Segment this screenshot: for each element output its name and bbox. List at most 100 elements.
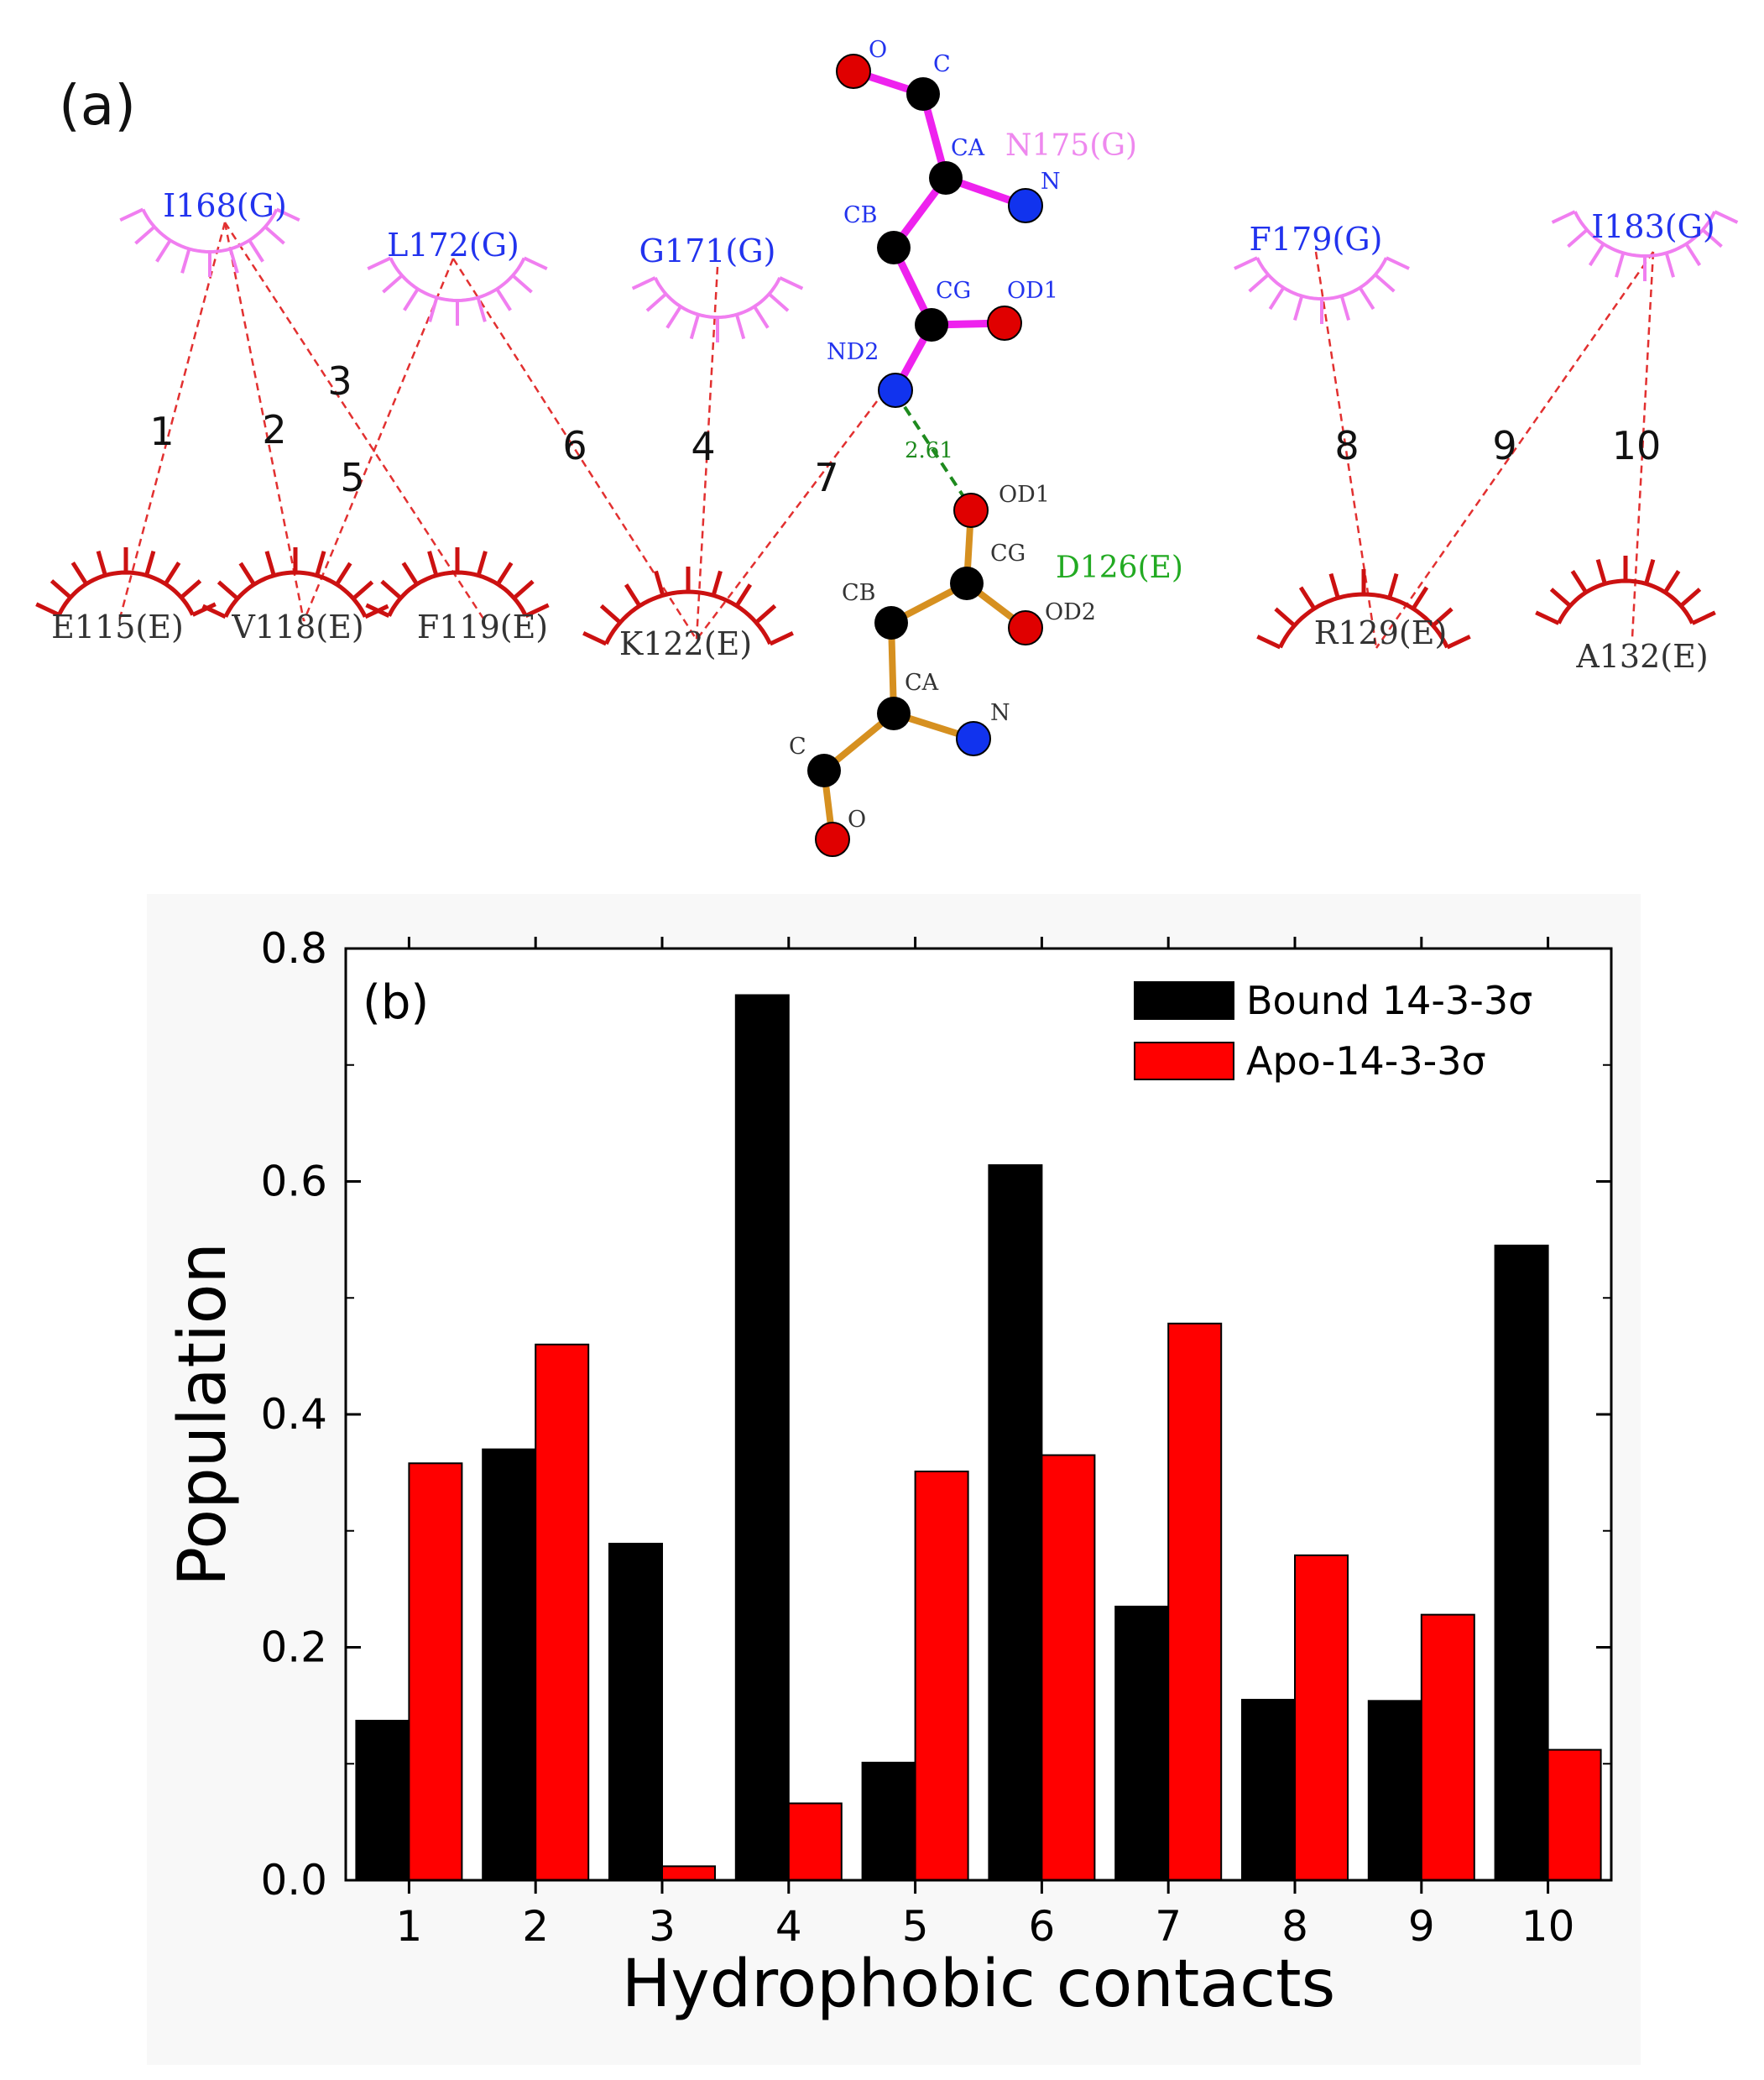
bar-bound-2 — [482, 1448, 537, 1881]
ligand-arc-f179 — [1234, 256, 1410, 324]
bar-bound-4 — [734, 994, 790, 1881]
y-tick-label-0.0: 0.0 — [260, 1856, 327, 1905]
bars — [355, 994, 1602, 1882]
residue-label-n175: N175(G) — [1005, 128, 1137, 163]
residue-n175: O C CA N CB CG OD1 ND2 N175(G) — [827, 37, 1137, 408]
atom-d126-c — [807, 754, 841, 787]
x-tick-label-5: 5 — [902, 1902, 929, 1951]
y-tick-label-0.2: 0.2 — [260, 1623, 327, 1672]
contact-number-2: 2 — [262, 407, 286, 452]
protein-arc-a132 — [1535, 556, 1716, 625]
ligand-arc-l172 — [367, 256, 548, 326]
y-tick-label-0.6: 0.6 — [260, 1158, 327, 1206]
ligand-arc-i183 — [1551, 210, 1739, 281]
atom-label-d126-o: O — [848, 807, 866, 833]
atom-n175-cg — [915, 308, 948, 342]
atom-label-n175-cg: CG — [936, 278, 971, 304]
bar-apo-7 — [1167, 1322, 1223, 1881]
contact-number-9: 9 — [1492, 423, 1516, 468]
contact-line-10 — [1631, 251, 1655, 639]
bar-bound-9 — [1367, 1700, 1422, 1881]
panel-b-bar-chart: 0.0 0.2 0.4 0.6 0.8 1 2 3 4 5 6 7 8 9 10 (b) Populati… — [147, 894, 1641, 2065]
bar-bound-7 — [1114, 1605, 1170, 1881]
hydrogen-bond — [894, 391, 973, 510]
contact-number-6: 6 — [562, 423, 587, 468]
atom-n175-n — [1008, 188, 1043, 223]
y-tick-label-0.4: 0.4 — [260, 1390, 327, 1439]
x-axis-ticks: 1 2 3 4 5 6 7 8 9 10 — [395, 937, 1574, 1951]
contact-line-8 — [1314, 251, 1378, 649]
atom-label-n175-cb: CB — [843, 202, 878, 228]
bar-apo-4 — [787, 1802, 843, 1882]
legend-swatch-bound — [1134, 981, 1234, 1020]
atom-n175-o — [836, 54, 871, 89]
legend-label-apo: Apo-14-3-3σ — [1246, 1038, 1486, 1084]
atom-d126-od2 — [1008, 610, 1043, 645]
residue-d126: OD1 CG OD2 CB CA N C O D126(E) — [789, 482, 1183, 857]
hbond-distance: 2.61 — [905, 438, 953, 463]
bar-bound-10 — [1494, 1244, 1549, 1881]
atom-d126-o — [815, 822, 850, 857]
residue-label-d126: D126(E) — [1056, 551, 1183, 585]
residue-label-g171: G171(G) — [639, 233, 776, 269]
atom-d126-ca — [877, 697, 911, 730]
d126-atoms — [807, 493, 1043, 857]
contact-line-5 — [302, 258, 455, 622]
bar-bound-3 — [608, 1543, 663, 1881]
y-axis-ticks: 0.0 0.2 0.4 0.6 0.8 — [260, 924, 1611, 1905]
atom-label-n175-c: C — [933, 51, 951, 77]
contact-line-1 — [117, 222, 227, 622]
atom-label-d126-cb: CB — [842, 580, 876, 606]
legend: Bound 14-3-3σ Apo-14-3-3σ — [1134, 978, 1532, 1084]
atom-label-n175-ca: CA — [951, 135, 985, 161]
bar-apo-3 — [661, 1865, 716, 1882]
atom-label-d126-c: C — [789, 734, 806, 760]
x-tick-label-7: 7 — [1155, 1902, 1182, 1951]
residue-label-l172: L172(G) — [387, 227, 519, 264]
residue-label-e115: E115(E) — [51, 609, 184, 645]
atom-label-n175-od1: OD1 — [1007, 278, 1058, 304]
protein-arc-f119 — [365, 547, 550, 618]
contact-number-8: 8 — [1334, 423, 1359, 468]
bar-apo-2 — [535, 1343, 590, 1881]
contact-lines — [117, 222, 1655, 649]
atom-label-n175-nd2: ND2 — [827, 339, 879, 365]
x-tick-label-10: 10 — [1521, 1902, 1575, 1951]
atom-label-d126-od2: OD2 — [1045, 599, 1096, 625]
panel-b-label: (b) — [363, 975, 429, 1030]
atom-n175-nd2 — [878, 373, 913, 408]
atom-label-n175-o: O — [869, 37, 887, 63]
residue-label-k122: K122(E) — [619, 625, 752, 662]
residue-label-r129: R129(E) — [1314, 614, 1448, 651]
contact-number-7: 7 — [814, 455, 838, 500]
x-tick-label-3: 3 — [649, 1902, 676, 1951]
atom-d126-od1 — [953, 493, 989, 528]
legend-label-bound: Bound 14-3-3σ — [1246, 978, 1532, 1023]
bar-bound-5 — [861, 1761, 916, 1882]
contact-number-4: 4 — [691, 424, 715, 469]
atom-n175-od1 — [987, 306, 1022, 341]
bar-apo-8 — [1294, 1554, 1349, 1881]
bar-bound-1 — [355, 1719, 410, 1882]
contact-number-5: 5 — [340, 455, 364, 500]
atom-d126-cb — [874, 606, 908, 640]
atom-label-d126-od1: OD1 — [999, 482, 1050, 508]
atom-label-d126-n: N — [990, 700, 1010, 726]
bar-apo-10 — [1547, 1748, 1602, 1882]
residue-label-f179: F179(G) — [1250, 221, 1383, 258]
contact-line-3 — [223, 222, 487, 622]
protein-arc-k122 — [582, 567, 794, 646]
bar-apo-1 — [408, 1462, 463, 1882]
contact-number-1: 1 — [149, 409, 174, 454]
y-tick-label-0.8: 0.8 — [260, 924, 327, 973]
x-tick-label-2: 2 — [522, 1902, 549, 1951]
atom-n175-c — [906, 77, 940, 111]
legend-swatch-apo — [1134, 1042, 1234, 1080]
residue-labels: I168(G) L172(G) G171(G) F179(G) I183(G) E115(… — [51, 187, 1715, 675]
x-tick-label-9: 9 — [1408, 1902, 1435, 1951]
ligand-arc-g171 — [631, 276, 804, 342]
residue-arcs — [35, 207, 1739, 650]
protein-arc-r129 — [1256, 569, 1471, 650]
contact-number-10: 10 — [1612, 423, 1662, 468]
residue-label-f119: F119(E) — [417, 609, 548, 645]
